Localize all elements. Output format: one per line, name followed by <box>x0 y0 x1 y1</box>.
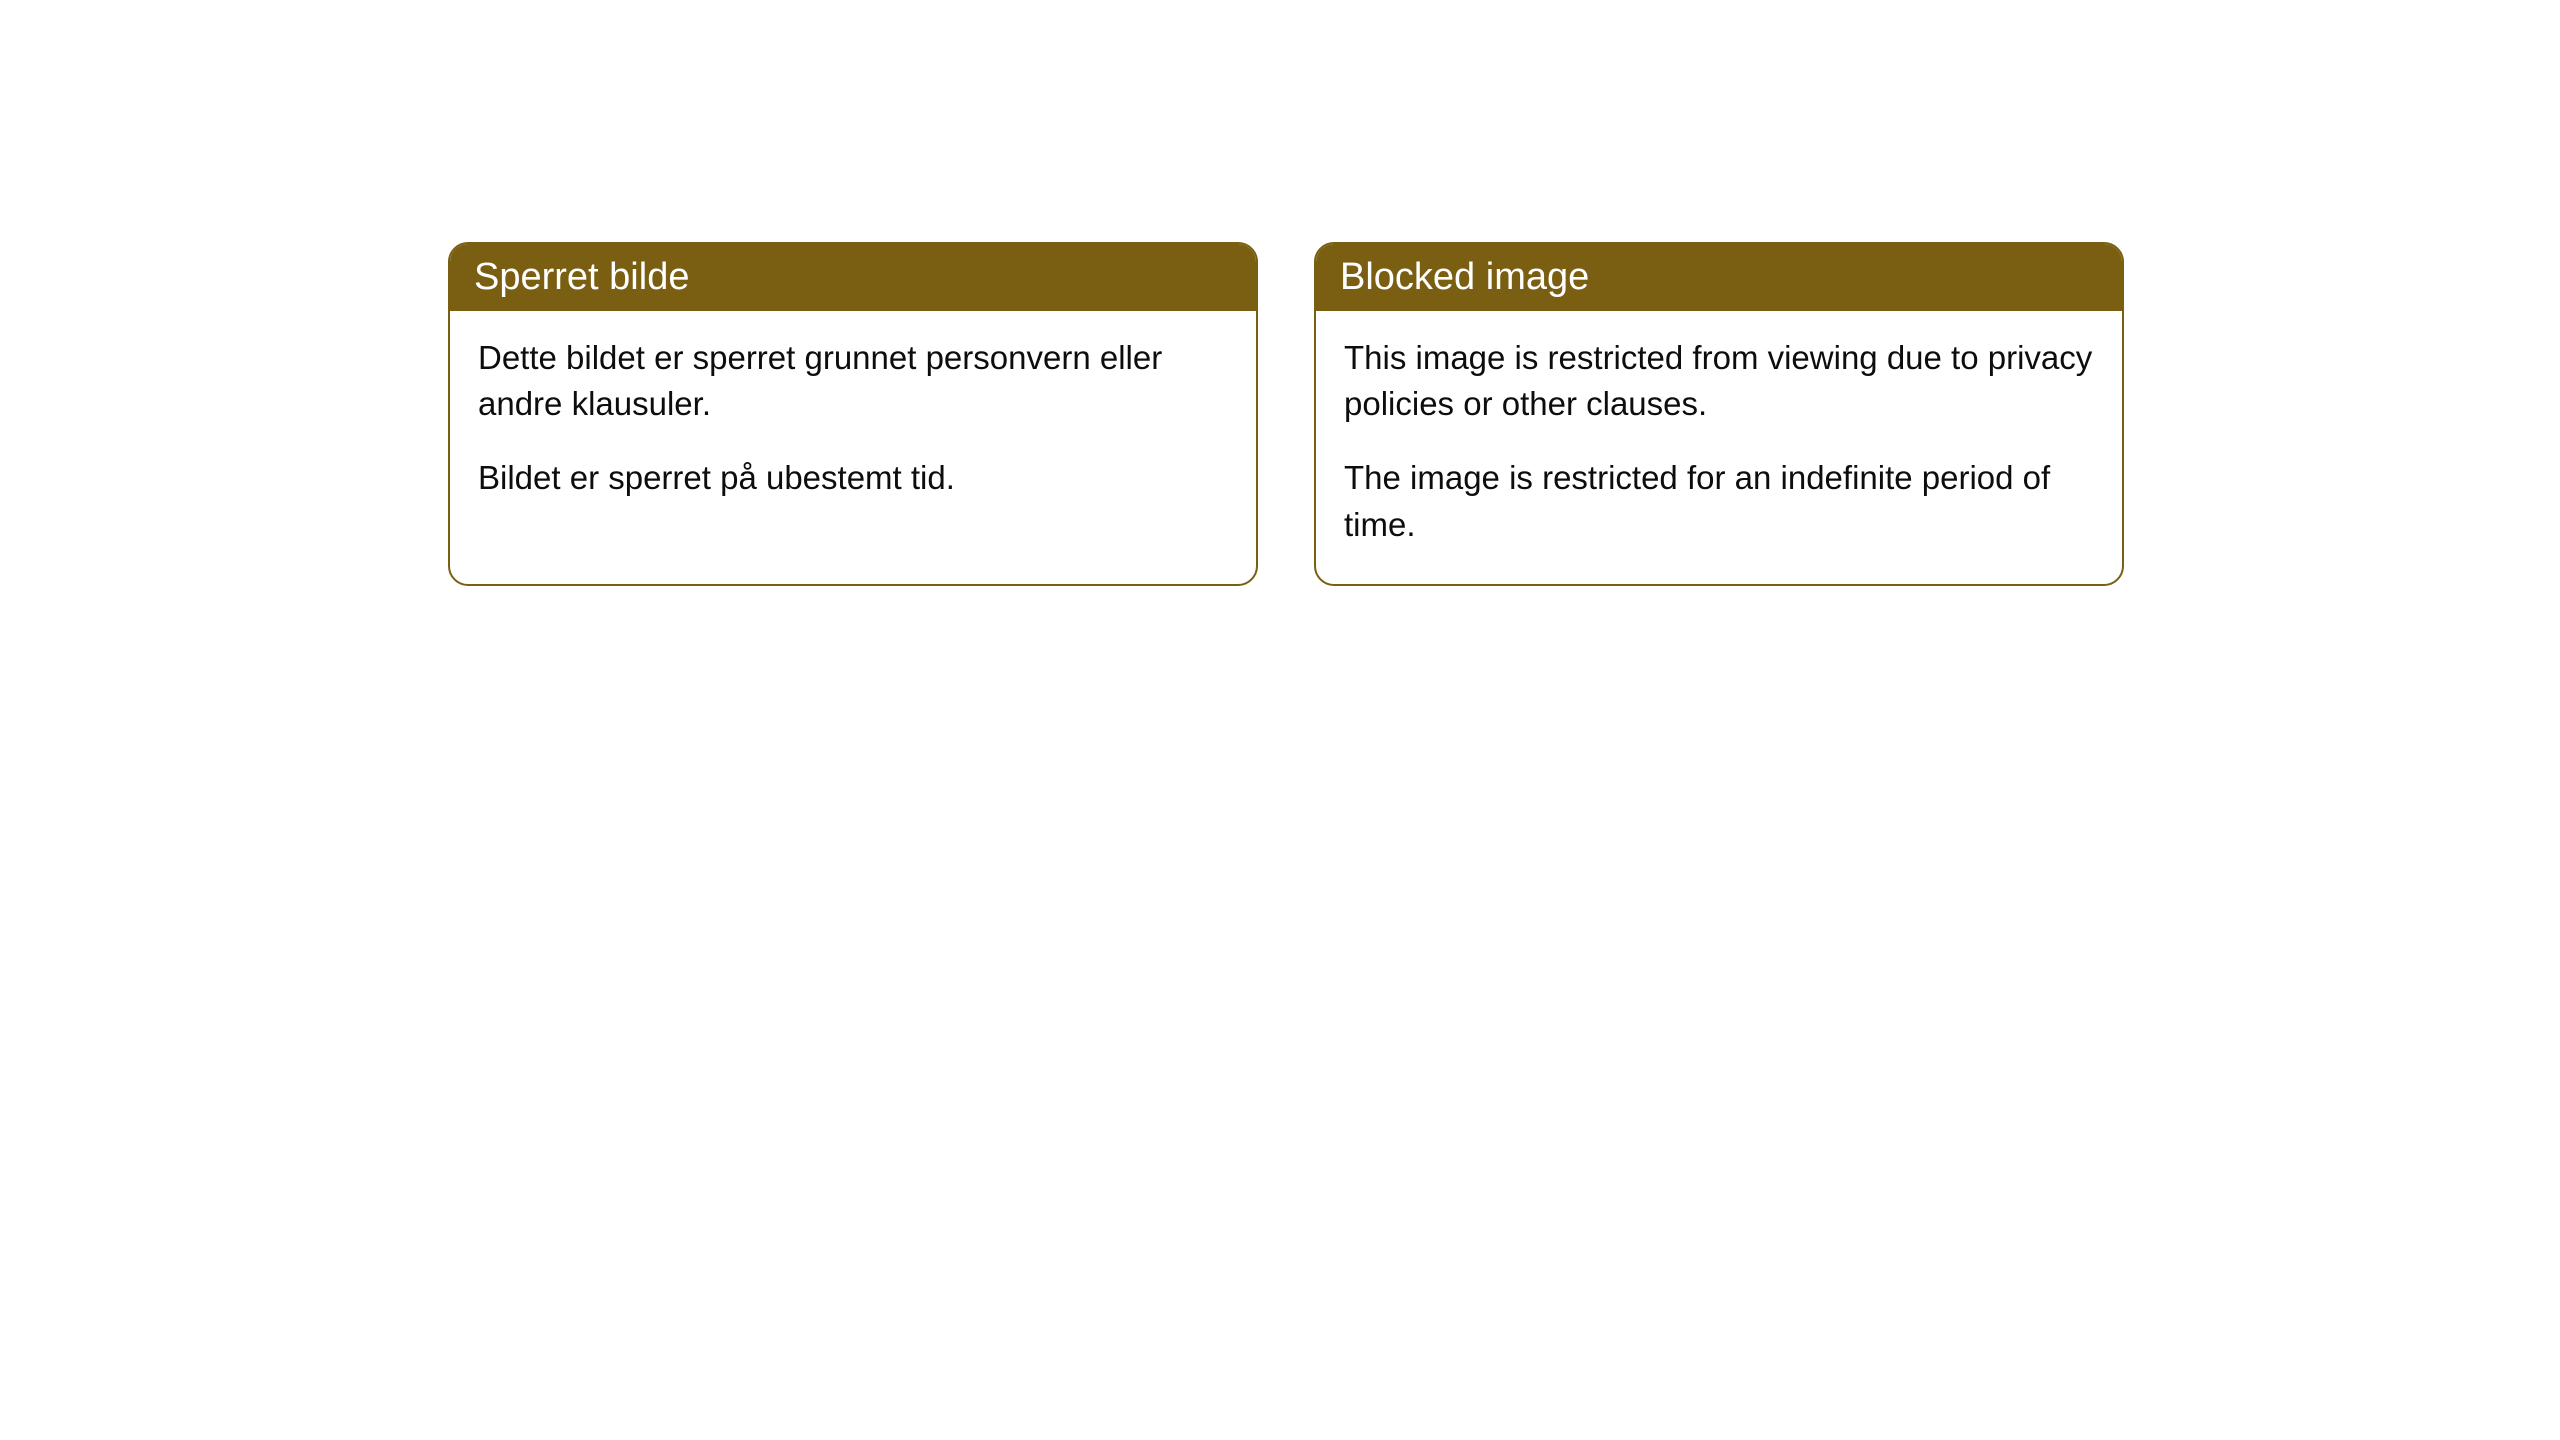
cards-container: Sperret bilde Dette bildet er sperret gr… <box>448 242 2124 586</box>
card-body-english: This image is restricted from viewing du… <box>1316 311 2122 584</box>
card-body-norwegian: Dette bildet er sperret grunnet personve… <box>450 311 1256 538</box>
card-header-norwegian: Sperret bilde <box>450 244 1256 311</box>
card-paragraph-1-english: This image is restricted from viewing du… <box>1344 335 2094 427</box>
card-paragraph-2-english: The image is restricted for an indefinit… <box>1344 455 2094 547</box>
blocked-image-card-english: Blocked image This image is restricted f… <box>1314 242 2124 586</box>
card-paragraph-1-norwegian: Dette bildet er sperret grunnet personve… <box>478 335 1228 427</box>
card-paragraph-2-norwegian: Bildet er sperret på ubestemt tid. <box>478 455 1228 501</box>
card-header-english: Blocked image <box>1316 244 2122 311</box>
blocked-image-card-norwegian: Sperret bilde Dette bildet er sperret gr… <box>448 242 1258 586</box>
